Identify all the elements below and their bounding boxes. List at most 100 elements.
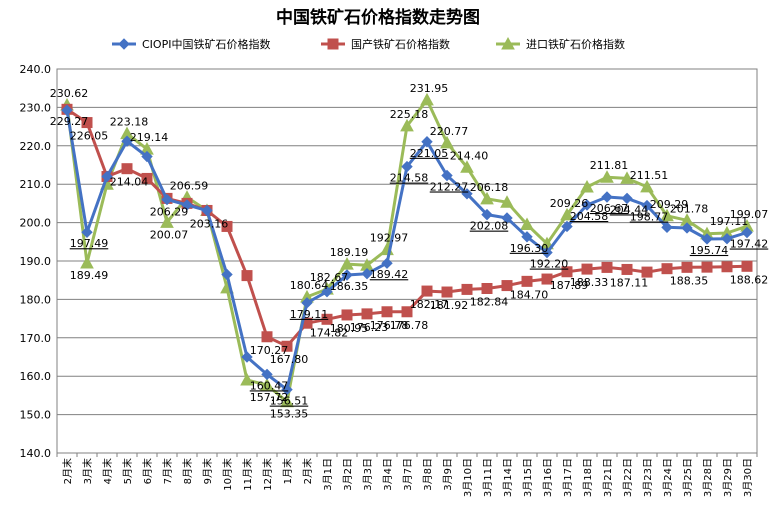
data-point <box>381 257 393 269</box>
data-label: 176.78 <box>370 319 409 332</box>
x-tick-label: 1月末 <box>281 458 294 484</box>
data-point <box>80 255 94 269</box>
data-label: 212.27 <box>430 180 469 193</box>
data-point <box>141 150 153 163</box>
data-label: 206.67 <box>590 202 629 215</box>
data-point <box>560 207 574 221</box>
data-point <box>580 179 594 193</box>
data-point <box>361 267 373 280</box>
data-point <box>421 285 433 297</box>
data-label: 221.05 <box>410 147 449 160</box>
x-tick-label: 3月11日 <box>482 458 494 497</box>
data-label: 206.29 <box>150 205 189 218</box>
data-point <box>581 263 593 275</box>
data-point <box>461 188 473 200</box>
data-label: 197.11 <box>710 215 749 228</box>
y-tick-label: 220.0 <box>20 140 52 153</box>
series-2 <box>60 92 754 408</box>
data-point <box>500 195 514 208</box>
data-label: 219.14 <box>130 131 169 144</box>
data-label: 220.77 <box>430 125 469 138</box>
x-tick-label: 3月30日 <box>742 458 754 497</box>
grid-lines <box>56 68 758 454</box>
data-label: 223.18 <box>110 116 149 129</box>
data-point <box>660 208 674 222</box>
data-point <box>721 233 733 245</box>
data-point <box>641 266 653 278</box>
data-label: 197.42 <box>730 238 769 251</box>
data-label: 157.72 <box>250 391 289 404</box>
series-line <box>65 98 748 404</box>
x-tick-label: 3月14日 <box>502 458 514 497</box>
data-point <box>101 170 113 183</box>
x-tick-label: 2月末 <box>301 458 314 484</box>
y-tick-label: 190.0 <box>20 255 52 268</box>
y-tick-label: 210.0 <box>20 178 52 191</box>
data-point <box>741 260 753 272</box>
data-label: 192.20 <box>530 258 569 271</box>
y-axis: 140.0 150.0 160.0 170.0 180.0 190.0 200.0 210.0… <box>20 63 52 460</box>
legend-label: CIOPI中国铁矿石价格指数 <box>142 37 270 51</box>
data-point <box>340 257 354 270</box>
data-label: 209.26 <box>550 197 589 210</box>
legend-label: 国产铁矿石价格指数 <box>351 37 450 51</box>
data-point <box>241 270 253 282</box>
x-tick-label: 2月末 <box>61 458 74 484</box>
x-tick-label: 6月末 <box>141 458 154 484</box>
data-label: 209.29 <box>650 198 689 211</box>
data-label: 153.35 <box>270 408 309 421</box>
data-label: 214.58 <box>390 172 429 185</box>
data-label: 192.97 <box>370 232 409 245</box>
data-point <box>401 160 413 173</box>
data-label: 186.35 <box>330 280 369 293</box>
data-point <box>61 104 73 116</box>
data-point <box>701 261 713 273</box>
data-point <box>321 286 333 298</box>
data-label: 160.47 <box>250 379 289 392</box>
x-tick-label: 3月2日 <box>342 458 354 491</box>
data-point <box>620 171 634 184</box>
x-tick-label: 5月末 <box>121 458 134 484</box>
data-point <box>601 191 613 203</box>
y-tick-label: 160.0 <box>20 370 52 383</box>
x-axis: 2月末 3月末 4月末 5月末 6月末 7月末 8月末 9月末 10月末 11月末 12月末 1月末 2… <box>56 453 758 497</box>
data-point <box>701 233 713 245</box>
data-point <box>501 212 513 224</box>
data-label: 156.51 <box>270 395 309 408</box>
data-point <box>600 170 614 183</box>
data-point <box>221 268 233 281</box>
data-label: 230.62 <box>50 87 89 100</box>
x-tick-label: 3月23日 <box>642 458 654 497</box>
data-label: 202.08 <box>470 220 509 233</box>
x-tick-label: 3月4日 <box>382 458 394 491</box>
data-point <box>541 273 553 285</box>
legend: CIOPI中国铁矿石价格指数 国产铁矿石价格指数 进口铁矿石价格指数 <box>112 36 625 51</box>
data-point <box>681 222 693 234</box>
legend-label: 进口铁矿石价格指数 <box>526 37 625 51</box>
x-tick-label: 3月10日 <box>462 458 474 497</box>
data-label: 201.78 <box>670 202 709 215</box>
data-label: 206.59 <box>170 179 209 192</box>
series-0 <box>61 104 753 396</box>
data-label: 176.23 <box>350 321 389 334</box>
data-label: 204.44 <box>610 203 649 216</box>
data-point <box>561 266 573 278</box>
series-layer <box>60 92 754 408</box>
data-label: 214.04 <box>110 176 149 189</box>
data-label: 203.16 <box>190 217 229 230</box>
data-point <box>281 340 293 352</box>
data-point <box>681 261 693 273</box>
data-point <box>261 368 273 381</box>
data-labels: 230.62 229.27 226.05 197.49 189.49 214.04 223.… <box>50 82 769 421</box>
data-point <box>481 282 493 294</box>
data-point <box>521 231 533 243</box>
data-label: 229.27 <box>50 115 89 128</box>
x-tick-label: 9月末 <box>201 458 214 484</box>
x-tick-label: 3月17日 <box>562 458 574 497</box>
x-tick-label: 3月16日 <box>542 458 554 497</box>
legend-marker <box>327 38 339 50</box>
x-tick-label: 3月25日 <box>682 458 694 497</box>
y-tick-label: 240.0 <box>20 63 52 76</box>
data-label: 197.49 <box>70 237 109 250</box>
